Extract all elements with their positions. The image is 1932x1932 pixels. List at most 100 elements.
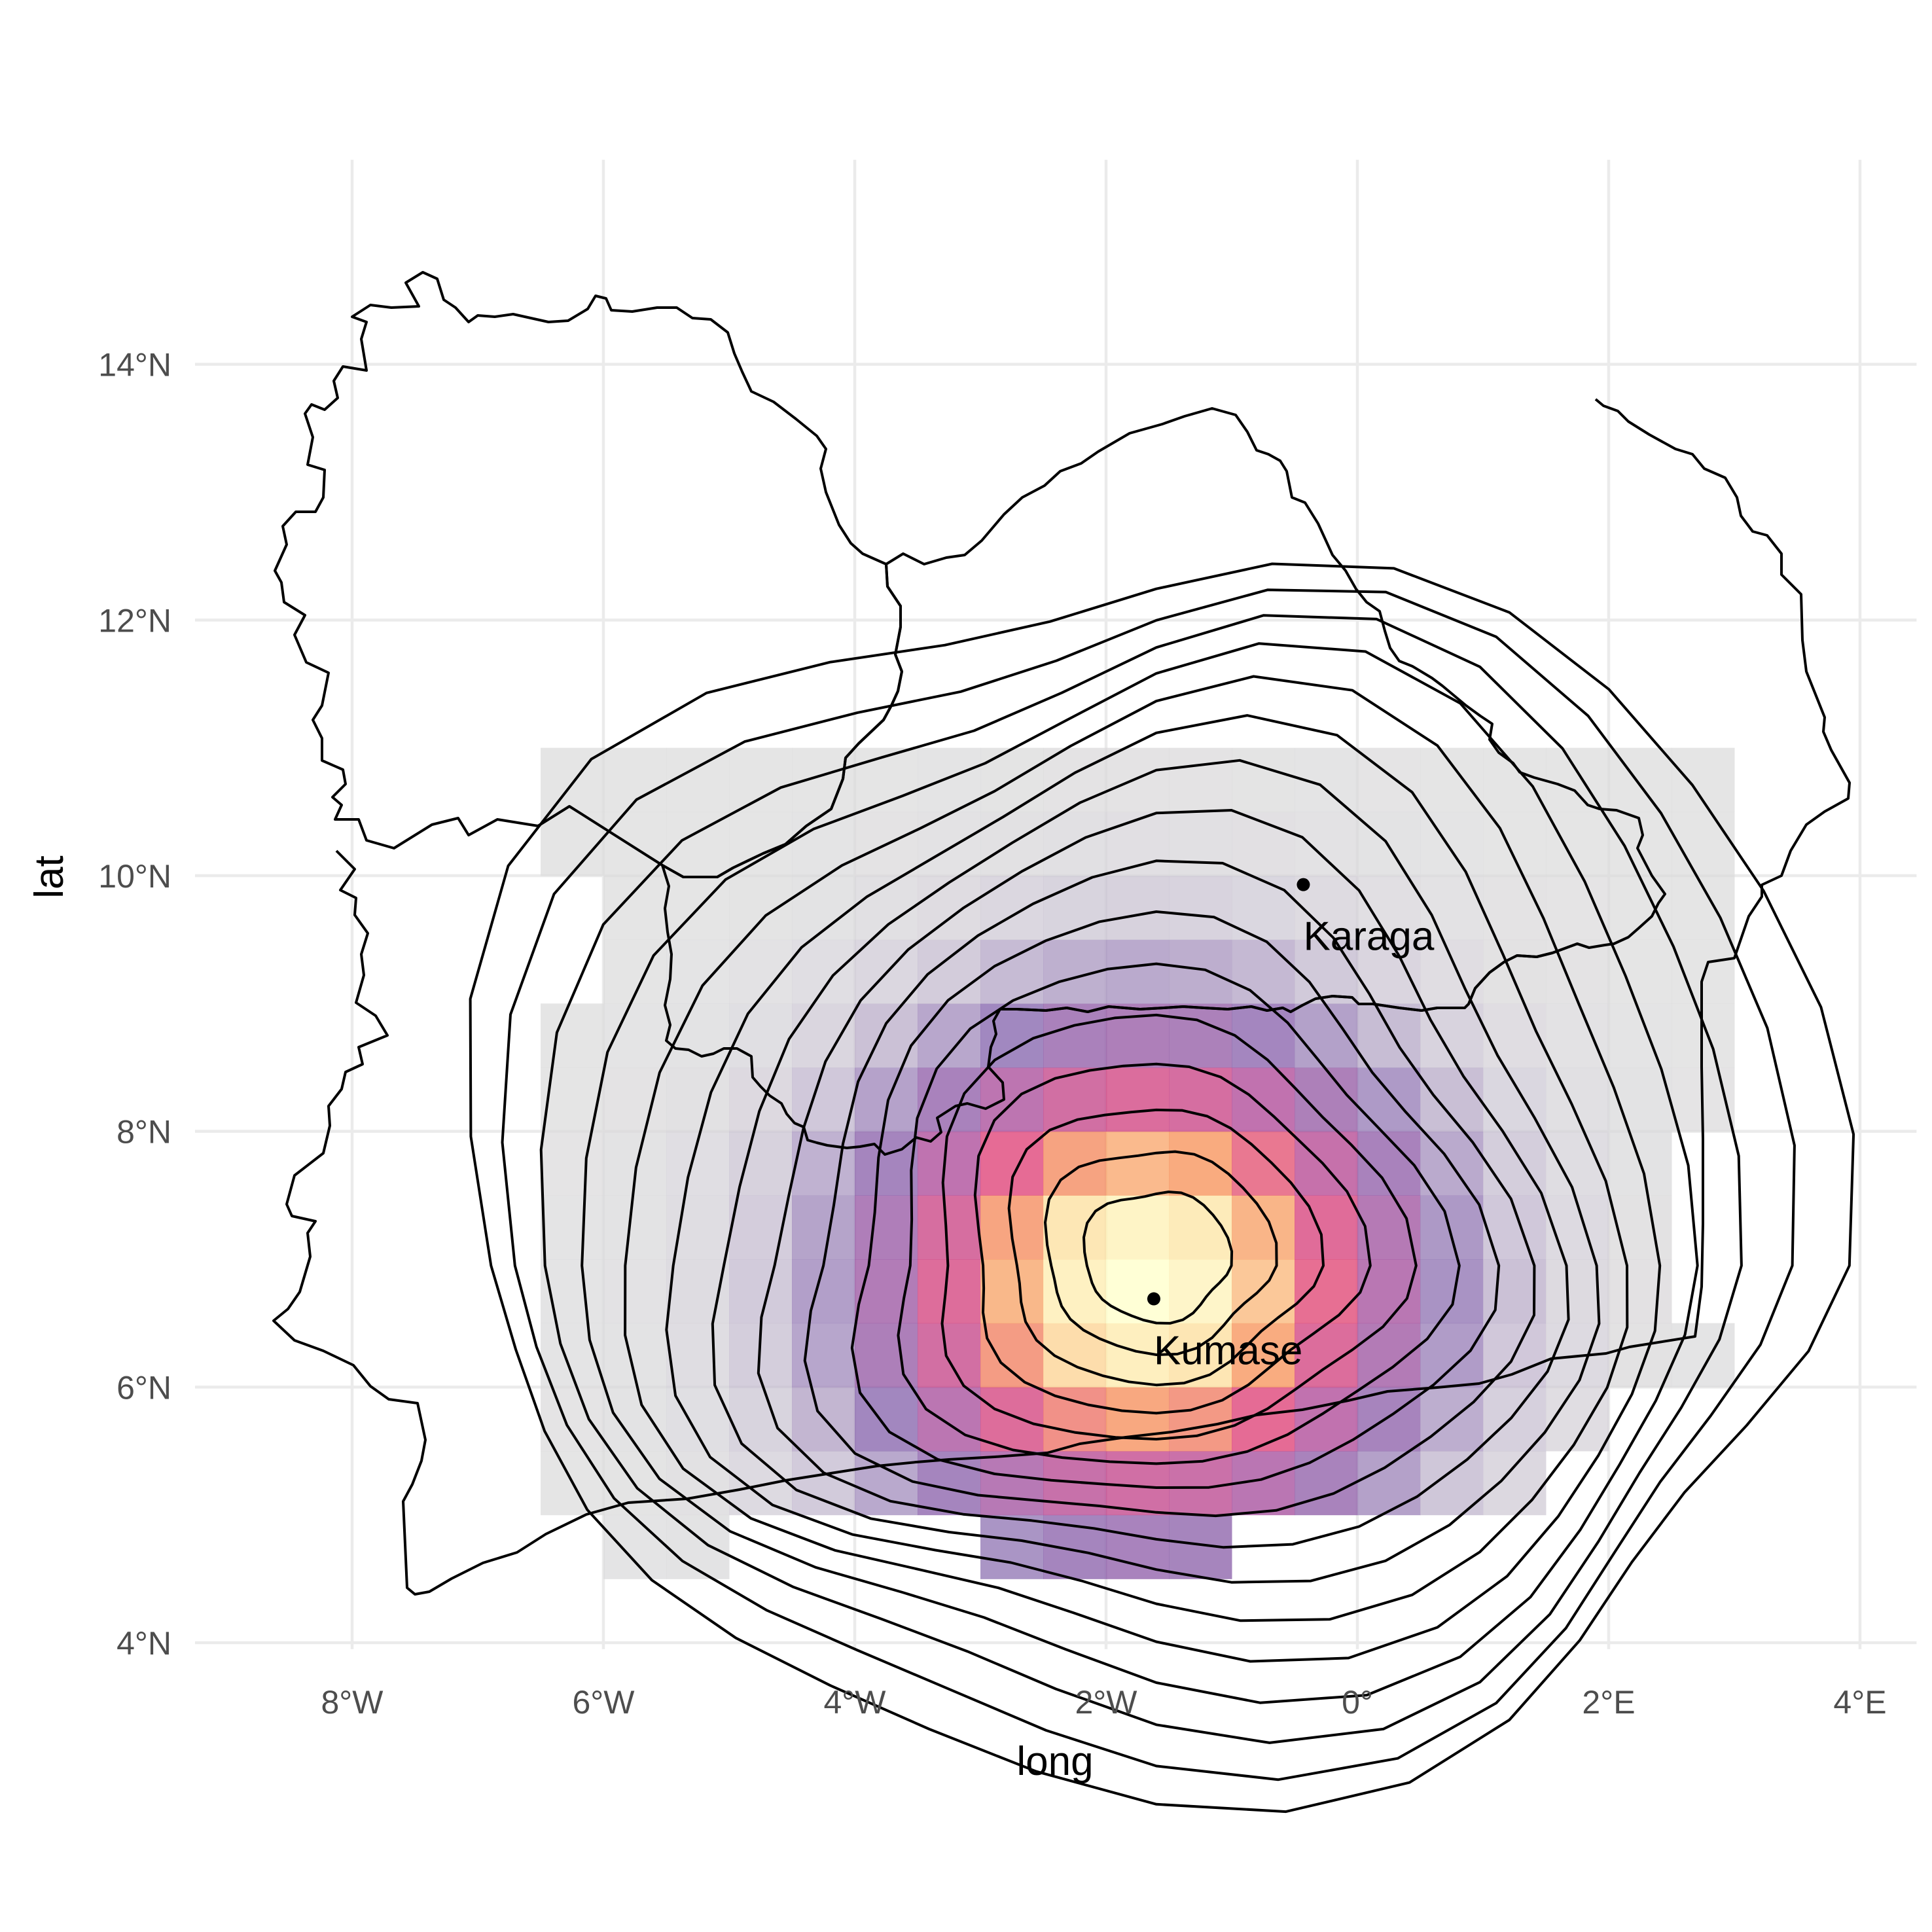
density-cell — [1483, 747, 1547, 812]
density-cell — [1106, 1067, 1170, 1132]
density-cell — [1672, 1003, 1735, 1068]
density-cell — [729, 1387, 793, 1452]
density-cell — [1169, 876, 1232, 940]
contour-line — [940, 1013, 1418, 1440]
x-tick-label: 0° — [1342, 1684, 1373, 1721]
density-cell — [1546, 747, 1609, 812]
density-cell — [729, 1451, 793, 1516]
contour-line — [850, 910, 1501, 1489]
density-cell — [729, 1067, 793, 1132]
density-cell — [855, 1131, 918, 1196]
density-cell — [1357, 1067, 1421, 1132]
x-tick-label: 6°W — [573, 1684, 635, 1721]
density-cell — [918, 1195, 981, 1260]
density-cell — [1357, 1387, 1421, 1452]
density-cell — [855, 1003, 918, 1068]
density-cell — [918, 812, 981, 876]
density-cell — [666, 1451, 730, 1516]
contour-line — [897, 962, 1461, 1465]
city-points: Kumase Karaga — [1147, 878, 1435, 1374]
density-cell — [918, 747, 981, 812]
density-cell — [1672, 1323, 1735, 1387]
density-cell — [1609, 1259, 1672, 1324]
density-cell — [980, 1451, 1044, 1516]
y-tick-label: 8°N — [116, 1114, 171, 1151]
density-raster — [541, 747, 1735, 1579]
density-cell — [980, 1323, 1044, 1387]
density-cell — [918, 1003, 981, 1068]
density-cell — [603, 1514, 667, 1579]
contour-line — [757, 809, 1570, 1549]
contour-line — [1082, 1190, 1234, 1325]
density-cell — [918, 1387, 981, 1452]
density-cell — [603, 1387, 667, 1452]
y-tick-label: 4°N — [116, 1625, 171, 1662]
contour-line — [581, 642, 1699, 1704]
density-cell — [1420, 1195, 1484, 1260]
density-cell — [666, 1067, 730, 1132]
density-cell — [792, 1323, 855, 1387]
y-axis-title: lat — [27, 855, 72, 898]
density-cell — [1546, 1067, 1609, 1132]
density-cell — [1043, 1195, 1107, 1260]
density-cell — [1232, 1195, 1295, 1260]
country-border-ghana — [1000, 942, 1590, 1013]
density-cell — [1420, 747, 1484, 812]
density-cell — [1546, 1003, 1609, 1068]
density-cell — [1295, 812, 1358, 876]
country-borders — [272, 271, 1851, 1596]
density-cell — [1483, 876, 1547, 940]
density-cell — [666, 747, 730, 812]
density-cell — [792, 1003, 855, 1068]
density-cell — [666, 1003, 730, 1068]
density-cell — [980, 939, 1044, 1004]
density-cell — [1043, 1131, 1107, 1196]
density-cell — [603, 876, 667, 940]
density-cell — [666, 1514, 730, 1579]
density-cell — [792, 1067, 855, 1132]
density-cell — [1672, 812, 1735, 876]
density-cell — [603, 812, 667, 876]
density-cell — [1546, 1387, 1609, 1452]
density-cell — [1169, 812, 1232, 876]
density-cell — [918, 876, 981, 940]
density-cell — [1357, 1259, 1421, 1324]
density-cell — [1106, 747, 1170, 812]
density-cell — [1295, 1323, 1358, 1387]
density-cell — [1169, 1259, 1232, 1324]
density-cell — [1483, 939, 1547, 1004]
density-cell — [1420, 1259, 1484, 1324]
density-cell — [1106, 1195, 1170, 1260]
density-cell — [1106, 939, 1170, 1004]
density-cell — [1357, 1323, 1421, 1387]
contour-line — [711, 759, 1601, 1584]
y-tick-label: 12°N — [98, 602, 171, 639]
y-tick-label: 6°N — [116, 1369, 171, 1406]
density-cell — [1106, 1131, 1170, 1196]
density-cell — [1295, 1259, 1358, 1324]
contour-line — [1007, 1108, 1325, 1387]
density-cell — [1169, 747, 1232, 812]
density-cell — [1232, 939, 1295, 1004]
density-cell — [855, 1323, 918, 1387]
density-cell — [1357, 812, 1421, 876]
x-tick-label: 2°E — [1582, 1684, 1635, 1721]
density-cell — [792, 1195, 855, 1260]
density-cell — [1043, 1003, 1107, 1068]
contour-line — [1044, 1150, 1278, 1356]
density-cell — [918, 939, 981, 1004]
density-cell — [1295, 1451, 1358, 1516]
density-cell — [666, 812, 730, 876]
contour-line — [539, 614, 1743, 1744]
density-cell — [980, 1067, 1044, 1132]
density-cell — [1357, 876, 1421, 940]
density-cell — [1295, 939, 1358, 1004]
country-border-west — [272, 398, 1851, 1596]
density-cell — [1106, 1387, 1170, 1452]
density-cell — [729, 1259, 793, 1324]
density-cell — [792, 939, 855, 1004]
density-cell — [1106, 1259, 1170, 1324]
density-cell — [1609, 939, 1672, 1004]
density-cell — [1483, 1451, 1547, 1516]
x-tick-label: 2°W — [1075, 1684, 1138, 1721]
